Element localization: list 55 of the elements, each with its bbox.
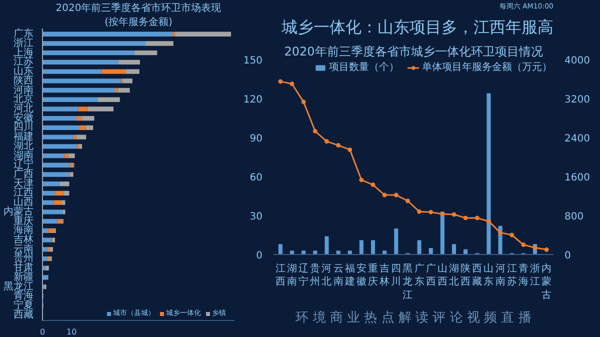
x-tick-label: 安徽: [356, 262, 366, 288]
x-tick-label: 陕西: [460, 262, 471, 288]
x-tick-label: 重庆: [368, 262, 378, 288]
x-tick-label: 江苏: [506, 262, 517, 288]
legend-label: 项目数量（个）: [329, 61, 399, 74]
x-tick-label: 云南: [333, 264, 344, 288]
y-tick-label: 90: [250, 134, 263, 144]
y-tick-label: 河南: [14, 84, 34, 96]
legend-label: 单体项目年服务金额（万元）: [422, 60, 552, 74]
y-tick-label: 云南: [14, 242, 34, 255]
x-tick-label: 四川: [391, 264, 402, 288]
y2-tick-label: 4000: [564, 56, 590, 66]
x-tick-label: 青海: [518, 262, 528, 288]
chart-title: 2020年前三季度各省市环卫市场表现: [56, 2, 222, 14]
x-tick-label: 福建: [344, 262, 355, 288]
y2-tick-label: 2400: [564, 134, 590, 144]
y-tick-label: 广西: [14, 168, 34, 180]
text: 城乡一体化：山东项目多，江西年服高: [280, 18, 554, 36]
y2-tick-label: 0: [564, 250, 571, 262]
y-tick-label: 新疆: [14, 270, 34, 283]
x-tick-label: 黑龙江: [402, 264, 413, 301]
x-tick-label: 江西: [275, 262, 286, 288]
y-tick-label: 150: [243, 56, 263, 66]
y-tick-label: 浙江: [14, 36, 34, 49]
y-tick-label: 河北: [14, 102, 34, 114]
x-tick-label: 浙江: [530, 262, 540, 288]
x-tick-label: 10: [66, 328, 77, 336]
y2-tick-label: 3200: [564, 94, 590, 106]
x-tick-label: 广西: [426, 262, 436, 288]
x-tick-label: 山西: [437, 262, 448, 288]
x-tick-label: 河南: [495, 262, 506, 288]
y-tick-label: 0: [256, 250, 263, 262]
x-tick-label: 湖南: [287, 262, 298, 288]
chart-subtitle: (按年服务金额): [104, 16, 172, 28]
y-tick-label: 陕西: [14, 74, 34, 86]
x-tick-label: 吉林: [378, 262, 390, 288]
y-tick-label: 120: [243, 94, 263, 106]
y-tick-label: 安徽: [14, 112, 34, 124]
y-tick-label: 60: [250, 172, 263, 184]
y-tick-label: 30: [250, 212, 263, 222]
chart-title: 2020年前三季度各省市城乡一体化环卫项目情况: [284, 44, 543, 58]
x-tick-label: 河北: [322, 262, 332, 288]
text: 环 境 商 业 热 点 解 读 评 论 视 频 直 播: [296, 310, 532, 326]
y-tick-label: 湖北: [14, 140, 34, 152]
y2-tick-label: 1600: [564, 172, 590, 184]
x-tick-label: 湖北: [448, 262, 459, 288]
x-tick-label: 辽宁: [298, 262, 309, 288]
y-tick-label: 西藏: [14, 308, 34, 320]
y-tick-label: 内蒙古: [4, 205, 34, 218]
x-tick-label: 内蒙古: [542, 262, 552, 301]
x-tick-label: 西藏: [472, 264, 482, 288]
x-tick-label: 山东: [484, 262, 494, 288]
x-tick-label: 贵州: [310, 262, 320, 288]
y2-tick-label: 800: [564, 212, 584, 222]
x-tick-label: 广东: [414, 262, 424, 288]
